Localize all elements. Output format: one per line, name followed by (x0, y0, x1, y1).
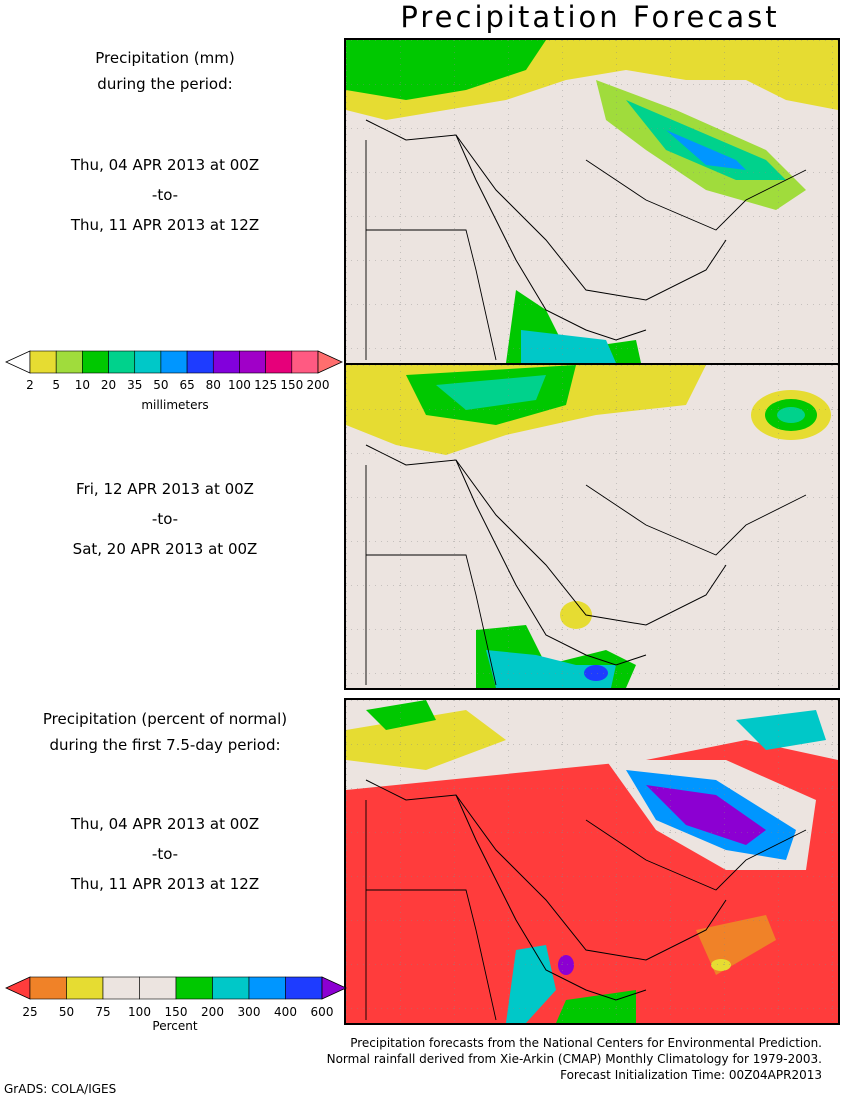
legend-arrow-low (5, 350, 31, 374)
footer-line1: Precipitation forecasts from the Nationa… (350, 1036, 822, 1050)
legend-swatch (175, 976, 213, 1000)
legend-percent-colorbar (5, 976, 347, 1000)
legend-mm-tick-label: 150 (280, 378, 304, 392)
panel1-heading: Precipitation (mm) during the period: (0, 45, 330, 97)
panel3-period: Thu, 04 APR 2013 at 00Z -to- Thu, 11 APR… (0, 809, 330, 899)
percent-of-normal-map (344, 698, 840, 1025)
legend-mm-tick-label: 35 (127, 378, 143, 392)
legend-mm-tick-label: 80 (205, 378, 221, 392)
panel3-heading: Precipitation (percent of normal) during… (0, 706, 330, 758)
legend-pct-tick-label: 600 (310, 1005, 334, 1019)
panel1-start: Thu, 04 APR 2013 at 00Z (70, 156, 260, 174)
panel3-start: Thu, 04 APR 2013 at 00Z (70, 815, 260, 833)
legend-pct-tick-label: 300 (237, 1005, 261, 1019)
legend-mm-tick-label: 50 (153, 378, 169, 392)
legend-swatch (66, 976, 104, 1000)
legend-pct-tick-label: 75 (95, 1005, 111, 1019)
panel2-end: Sat, 20 APR 2013 at 00Z (72, 540, 258, 558)
legend-swatch (102, 976, 140, 1000)
panel2-start: Fri, 12 APR 2013 at 00Z (76, 480, 254, 498)
footer-line2: Normal rainfall derived from Xie-Arkin (… (326, 1052, 822, 1066)
legend-mm-tick-label: 10 (74, 378, 90, 392)
legend-millimeters (0, 349, 345, 379)
legend-mm-tick-label: 200 (306, 378, 330, 392)
panel3-to: -to- (151, 845, 179, 863)
legend-percent-unit: Percent (152, 1019, 198, 1033)
legend-percent-ticks: 25 50 75 100 150 200 300 400 600 (0, 1005, 350, 1021)
legend-swatch (55, 350, 83, 374)
panel3-end: Thu, 11 APR 2013 at 12Z (70, 875, 260, 893)
legend-mm-tick-label: 20 (100, 378, 117, 392)
legend-percent (0, 975, 350, 1005)
legend-arrow-low (5, 976, 31, 1000)
panel1-period: Thu, 04 APR 2013 at 00Z -to- Thu, 11 APR… (0, 150, 330, 240)
legend-mm-tick-label: 100 (228, 378, 251, 392)
panel2-period: Fri, 12 APR 2013 at 00Z -to- Sat, 20 APR… (0, 474, 330, 564)
legend-swatch (212, 976, 250, 1000)
panel1-to: -to- (151, 186, 179, 204)
legend-swatch (82, 350, 109, 374)
legend-swatch (134, 350, 162, 374)
panel3-heading-line1: Precipitation (percent of normal) (42, 710, 288, 728)
legend-pct-tick-label: 25 (22, 1005, 38, 1019)
legend-mm-tick-label: 5 (52, 378, 60, 392)
forecast-map-week1 (344, 38, 840, 365)
legend-millimeters-unit: millimeters (141, 398, 209, 412)
panel1-heading-line1: Precipitation (mm) (95, 49, 235, 67)
panel3-heading-line2: during the first 7.5-day period: (49, 736, 281, 754)
panel2-to: -to- (151, 510, 179, 528)
footer-line3: Forecast Initialization Time: 00Z04APR20… (560, 1068, 822, 1082)
legend-millimeters-ticks: 2 5 10 20 35 50 65 80 100 125 150 200 (0, 378, 345, 394)
legend-swatch (291, 350, 319, 374)
footer-notes: Precipitation forecasts from the Nationa… (300, 1035, 822, 1083)
legend-pct-tick-label: 150 (164, 1005, 188, 1019)
legend-pct-tick-label: 200 (201, 1005, 224, 1019)
legend-swatch (239, 350, 266, 374)
page-title: Precipitation Forecast (400, 0, 780, 34)
grads-credit: GrADS: COLA/IGES (4, 1082, 117, 1096)
legend-swatch (139, 976, 177, 1000)
panel1-end: Thu, 11 APR 2013 at 12Z (70, 216, 260, 234)
forecast-map-week2 (344, 363, 840, 690)
legend-mm-tick-label: 65 (179, 378, 195, 392)
legend-arrow-high (321, 976, 347, 1000)
panel1-heading-line2: during the period: (97, 75, 233, 93)
legend-mm-tick-label: 125 (254, 378, 278, 392)
legend-swatch (160, 350, 188, 374)
legend-swatch (212, 350, 240, 374)
legend-swatch (285, 976, 323, 1000)
legend-swatch (29, 976, 67, 1000)
legend-arrow-high (317, 350, 343, 374)
legend-pct-tick-label: 50 (58, 1005, 75, 1019)
legend-mm-tick-label: 2 (26, 378, 34, 392)
legend-pct-tick-label: 100 (128, 1005, 151, 1019)
legend-swatch (265, 350, 293, 374)
legend-swatch (186, 350, 214, 374)
legend-swatch (248, 976, 286, 1000)
legend-swatch (29, 350, 57, 374)
legend-pct-tick-label: 400 (274, 1005, 297, 1019)
legend-millimeters-colorbar (5, 350, 343, 374)
legend-swatch (108, 350, 136, 374)
